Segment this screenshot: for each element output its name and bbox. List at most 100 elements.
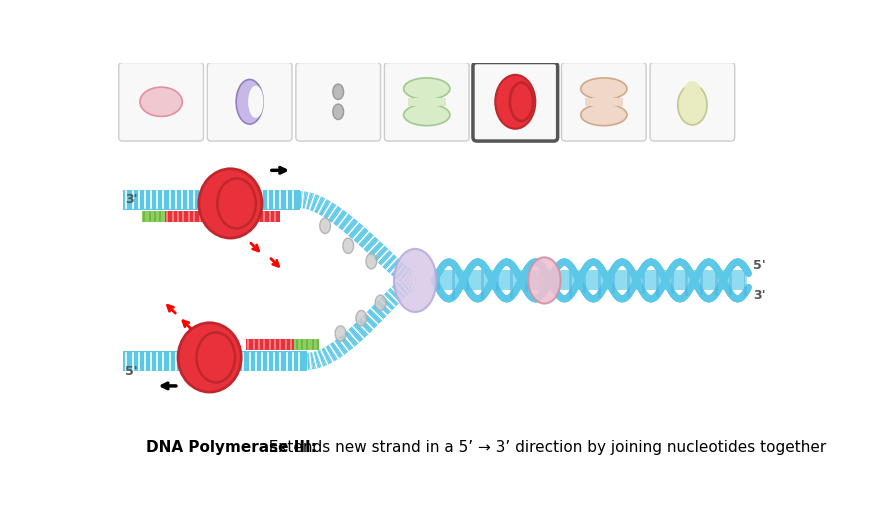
Polygon shape (408, 274, 416, 289)
Polygon shape (363, 236, 376, 250)
Ellipse shape (335, 326, 346, 341)
Polygon shape (339, 215, 352, 229)
Ellipse shape (236, 80, 263, 124)
Polygon shape (409, 273, 416, 289)
Polygon shape (329, 207, 341, 222)
Polygon shape (123, 351, 307, 371)
Ellipse shape (356, 311, 367, 326)
Polygon shape (386, 257, 399, 271)
Polygon shape (305, 192, 311, 209)
FancyBboxPatch shape (207, 63, 292, 141)
Polygon shape (300, 191, 303, 208)
Polygon shape (409, 272, 416, 288)
Ellipse shape (199, 169, 262, 238)
Text: 5': 5' (125, 365, 138, 378)
Polygon shape (319, 349, 327, 365)
Polygon shape (366, 311, 380, 325)
Ellipse shape (496, 75, 536, 129)
Polygon shape (375, 302, 388, 315)
Bar (584, 98, 623, 106)
Ellipse shape (528, 257, 561, 304)
Polygon shape (338, 337, 350, 351)
Polygon shape (408, 272, 415, 288)
Polygon shape (393, 263, 405, 277)
Polygon shape (379, 298, 393, 311)
Polygon shape (413, 272, 416, 289)
Polygon shape (406, 275, 415, 290)
Polygon shape (318, 350, 326, 366)
Polygon shape (303, 192, 307, 208)
Polygon shape (341, 216, 354, 231)
Polygon shape (374, 304, 388, 317)
FancyBboxPatch shape (118, 63, 204, 141)
Polygon shape (388, 289, 402, 302)
Polygon shape (311, 195, 319, 211)
Polygon shape (392, 285, 405, 299)
Polygon shape (310, 352, 314, 369)
Polygon shape (368, 309, 381, 323)
Polygon shape (322, 202, 334, 217)
Polygon shape (320, 200, 329, 216)
Polygon shape (359, 319, 372, 332)
Text: 3': 3' (753, 289, 766, 302)
Polygon shape (373, 245, 386, 259)
Polygon shape (357, 320, 370, 334)
Polygon shape (304, 192, 309, 209)
Polygon shape (327, 345, 336, 361)
Polygon shape (324, 203, 335, 218)
Polygon shape (342, 218, 355, 232)
Polygon shape (321, 349, 329, 365)
Polygon shape (375, 248, 388, 262)
Polygon shape (334, 210, 346, 226)
Polygon shape (398, 280, 410, 294)
Polygon shape (351, 225, 364, 240)
Polygon shape (327, 344, 338, 360)
Polygon shape (294, 339, 319, 350)
Polygon shape (345, 331, 357, 346)
Polygon shape (401, 278, 412, 292)
Polygon shape (408, 274, 415, 289)
Text: DNA Polymerase III:: DNA Polymerase III: (145, 440, 316, 455)
Ellipse shape (403, 78, 449, 100)
Polygon shape (390, 287, 403, 301)
Ellipse shape (581, 78, 627, 100)
Polygon shape (385, 256, 397, 270)
Polygon shape (326, 204, 337, 219)
Polygon shape (404, 276, 414, 290)
Polygon shape (365, 238, 378, 252)
Polygon shape (414, 272, 415, 289)
Polygon shape (346, 221, 359, 235)
Polygon shape (327, 205, 339, 221)
Polygon shape (314, 351, 321, 368)
FancyBboxPatch shape (650, 63, 735, 141)
Polygon shape (414, 272, 415, 289)
Polygon shape (351, 326, 364, 340)
Polygon shape (375, 246, 388, 260)
Polygon shape (142, 211, 165, 222)
Polygon shape (308, 353, 311, 370)
FancyBboxPatch shape (384, 63, 469, 141)
Polygon shape (363, 314, 377, 328)
Polygon shape (356, 230, 369, 244)
Ellipse shape (375, 295, 386, 311)
Text: 3': 3' (125, 193, 138, 206)
Polygon shape (385, 292, 398, 305)
Polygon shape (402, 270, 413, 284)
Polygon shape (335, 339, 347, 354)
Polygon shape (402, 277, 414, 291)
Polygon shape (331, 342, 341, 357)
Ellipse shape (333, 84, 343, 100)
FancyBboxPatch shape (562, 63, 646, 141)
Polygon shape (382, 295, 395, 308)
Ellipse shape (343, 238, 354, 254)
Polygon shape (388, 259, 400, 272)
Polygon shape (337, 338, 348, 353)
Polygon shape (369, 308, 383, 321)
Polygon shape (379, 251, 392, 265)
Polygon shape (340, 336, 352, 350)
Polygon shape (338, 214, 350, 228)
Polygon shape (399, 268, 410, 282)
Polygon shape (396, 282, 408, 295)
Polygon shape (344, 219, 357, 233)
Polygon shape (301, 191, 305, 208)
